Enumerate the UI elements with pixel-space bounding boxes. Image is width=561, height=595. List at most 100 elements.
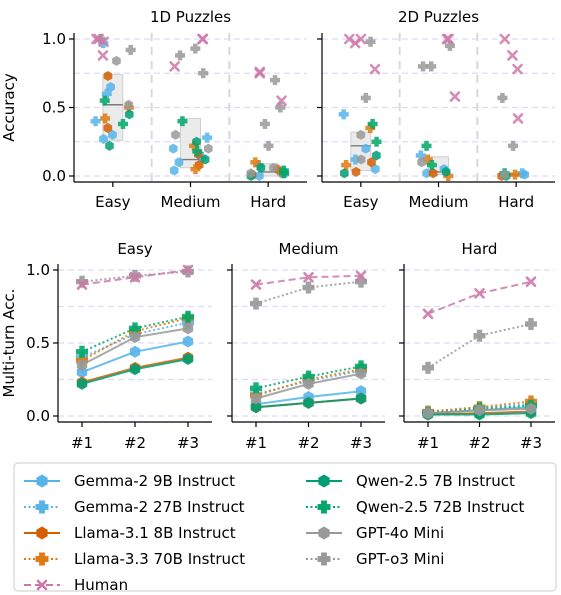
data-point [99,134,108,145]
data-point [76,275,88,288]
y-tick-label: 0.5 [26,334,50,352]
panel-title: Hard [462,240,498,258]
data-point [129,272,141,283]
legend-marker [317,500,331,514]
legend-item: Llama-3.3 70B Instruct [24,550,245,568]
data-point [269,162,278,173]
legend-item: Gemma-2 9B Instruct [24,472,235,490]
data-point [103,123,113,134]
legend-item: GPT-o3 Mini [306,550,444,568]
data-point [367,157,376,168]
series-line [81,315,189,353]
data-point [112,55,121,66]
data-point [350,154,361,165]
series-line [427,404,532,415]
data-point [512,63,523,75]
x-tick-label: Medium [409,193,469,211]
data-point [474,288,485,299]
legend-label: Human [74,576,128,594]
panel-title: Medium [279,240,339,258]
legend-item: Human [24,576,128,594]
legend-marker [36,579,48,591]
data-point [365,123,376,134]
x-tick-label: #2 [124,434,146,452]
legend-label: Qwen-2.5 72B Instruct [356,498,525,516]
data-point [98,36,109,48]
legend-marker [35,500,49,514]
data-point [508,140,519,151]
y-tick-label: 1.0 [42,30,66,48]
panel-title: 2D Puzzles [398,8,479,26]
data-point [129,331,141,344]
data-point [182,310,194,323]
data-point [507,50,518,61]
data-point [418,61,429,72]
x-tick-label: Easy [95,193,130,211]
data-point [105,140,114,151]
data-point [341,160,352,171]
data-point [90,116,101,127]
data-point [189,140,200,151]
data-point [369,63,381,75]
legend-marker [318,526,330,540]
data-point [426,160,437,171]
legend-frame [13,462,557,592]
legend-item: GPT-4o Mini [306,524,444,542]
data-point [250,401,262,414]
data-point [441,166,451,177]
data-point [279,168,290,179]
data-point [270,75,281,86]
x-tick-label: #1 [245,434,267,452]
y-tick-label: 0.0 [26,407,50,425]
data-point [499,33,511,45]
data-point [76,377,88,390]
y-tick-label: 0.0 [42,167,66,185]
data-point [254,171,264,181]
data-point [417,157,426,168]
data-point [182,353,194,366]
data-point [422,361,434,374]
data-point [276,95,287,106]
data-point [510,169,521,180]
legend-item: Qwen-2.5 7B Instruct [306,472,515,490]
data-point [444,40,455,51]
data-point [500,169,509,180]
data-point [473,329,486,342]
data-point [171,129,180,140]
data-point [517,168,528,179]
data-point [303,396,314,409]
x-tick-label: #2 [297,434,319,452]
data-point [250,392,262,405]
data-point [197,33,209,45]
data-point [443,171,454,181]
x-tick-label: Hard [250,193,286,211]
panel-4: Medium #1 #2 #3 [227,240,385,452]
data-point [200,154,210,165]
data-point [76,358,88,371]
data-point [97,50,109,61]
y-tick-label: 0.5 [42,99,66,117]
data-point [355,270,367,282]
series-line [255,274,362,286]
panel-1: 0.0 0.5 1.0 1D Puzzles Accuracy Easy Medium Har… [0,8,307,211]
data-point [125,44,136,55]
data-point [250,297,262,310]
data-point [202,132,213,143]
data-point [129,363,141,376]
data-point [355,360,367,373]
legend-label: GPT-o3 Mini [356,550,444,568]
data-point [103,70,113,81]
panel-2: 2D Puzzles Easy Medium Hard [317,8,555,211]
data-point [182,322,194,335]
data-point [174,157,184,168]
data-point [250,157,261,168]
data-point [355,275,367,288]
data-point [371,136,382,147]
x-tick-label: #1 [417,434,439,452]
data-point [76,345,88,358]
x-tick-label: Easy [343,193,378,211]
data-point [422,308,434,320]
data-point [338,109,349,120]
panel-title: 1D Puzzles [150,8,231,26]
